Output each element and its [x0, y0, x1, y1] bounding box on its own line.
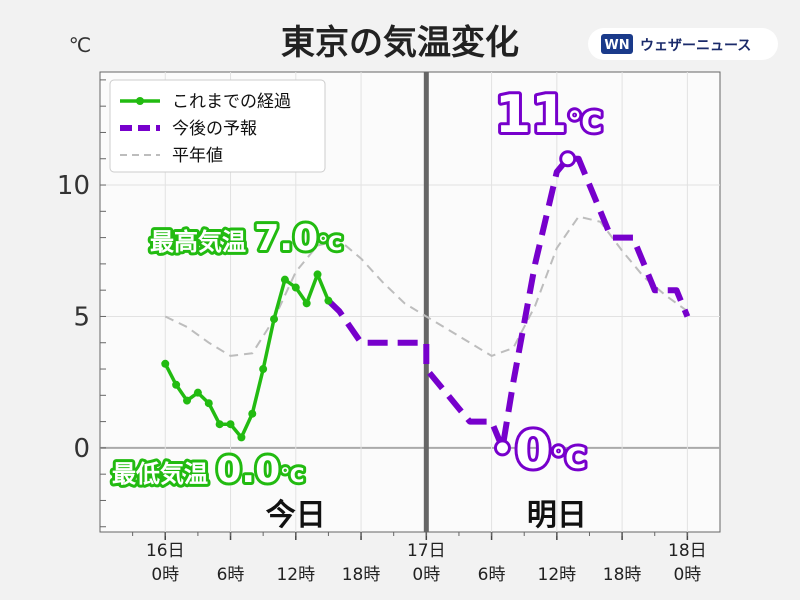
legend-label: 今後の予報 [172, 119, 257, 139]
annotation-value: 11 [495, 85, 567, 145]
series-layer [161, 155, 691, 451]
x-axis-ticks: 16日 0時 6時 12時 18時 17日 0時 6時 12時 18時 18日 0時 [132, 532, 707, 585]
annotation-spacer [208, 460, 216, 488]
data-point [313, 270, 322, 279]
annotation-unit: ℃ [551, 441, 586, 475]
annotation-text: 最低気温 0.0℃ [112, 450, 304, 491]
annotation-label: 最高気温 [150, 228, 246, 256]
annotation-0: 最高気温 7.0℃ [147, 215, 345, 262]
data-point [193, 388, 202, 397]
y-axis-unit: ℃ [69, 33, 91, 57]
y-tick-label: 0 [73, 434, 90, 464]
data-point [172, 380, 181, 389]
annotation-spacer [246, 228, 254, 256]
extreme-marker [559, 150, 577, 168]
day-label: 明日 [527, 498, 587, 533]
annotation-value: 7.0 [254, 218, 318, 259]
annotation-text: 最高気温 7.0℃ [150, 218, 342, 259]
x-tick-date: 17日 [407, 541, 446, 561]
y-tick-label: 5 [73, 302, 90, 332]
x-tick-date: 16日 [146, 541, 185, 561]
x-tick-hour: 12時 [276, 565, 315, 585]
data-point [291, 283, 300, 292]
logo-mark-text: WN [604, 38, 629, 53]
annotation-unit: ℃ [280, 463, 304, 487]
annotation-3: 0℃ [493, 418, 589, 484]
data-point [248, 409, 257, 418]
legend-marker [136, 97, 144, 105]
x-tick-hour: 6時 [217, 565, 245, 585]
y-axis-ticks: 0 5 10 [57, 79, 106, 528]
y-tick-label: 10 [57, 171, 90, 201]
x-tick-hour: 12時 [538, 565, 577, 585]
extreme-marker [493, 439, 511, 457]
day-labels: 今日 明日 [266, 498, 587, 533]
data-point [259, 365, 268, 374]
series-line-1 [326, 155, 691, 451]
annotation-unit: ℃ [318, 231, 342, 255]
legend-label: 平年値 [172, 146, 223, 166]
annotation-text: 11℃ [495, 85, 603, 145]
data-point [324, 296, 333, 305]
data-point [270, 315, 279, 324]
data-point [183, 396, 192, 405]
data-point [226, 420, 235, 429]
annotation-value: 0 [515, 421, 551, 481]
data-point [204, 399, 213, 408]
legend-box [109, 79, 326, 173]
series-line-0 [163, 272, 331, 440]
weathernews-logo: WN ウェザーニュース [588, 28, 778, 60]
data-point [237, 433, 246, 442]
annotation-2: 11℃ [492, 82, 606, 168]
data-point [280, 275, 289, 284]
annotation-text: 0℃ [515, 421, 586, 481]
data-point [302, 299, 311, 308]
x-tick-hour: 0時 [151, 565, 179, 585]
annotation-unit: ℃ [567, 105, 602, 139]
day-label: 今日 [266, 498, 326, 533]
x-tick-date: 18日 [668, 541, 707, 561]
x-tick-hour: 0時 [412, 565, 440, 585]
x-tick-hour: 0時 [673, 565, 701, 585]
legend-label: これまでの経過 [172, 92, 291, 112]
wn-icon [601, 34, 633, 54]
x-tick-hour: 18時 [603, 565, 642, 585]
data-point [161, 359, 170, 368]
data-point [215, 420, 224, 429]
annotation-label: 最低気温 [112, 460, 208, 488]
brand-name: ウェザーニュース [640, 38, 751, 54]
annotation-1: 最低気温 0.0℃ [109, 447, 307, 494]
series-line-2 [164, 215, 688, 357]
annotation-value: 0.0 [216, 450, 280, 491]
x-tick-hour: 6時 [478, 565, 506, 585]
chart-title: 東京の気温変化 [281, 23, 519, 63]
x-tick-hour: 18時 [342, 565, 381, 585]
